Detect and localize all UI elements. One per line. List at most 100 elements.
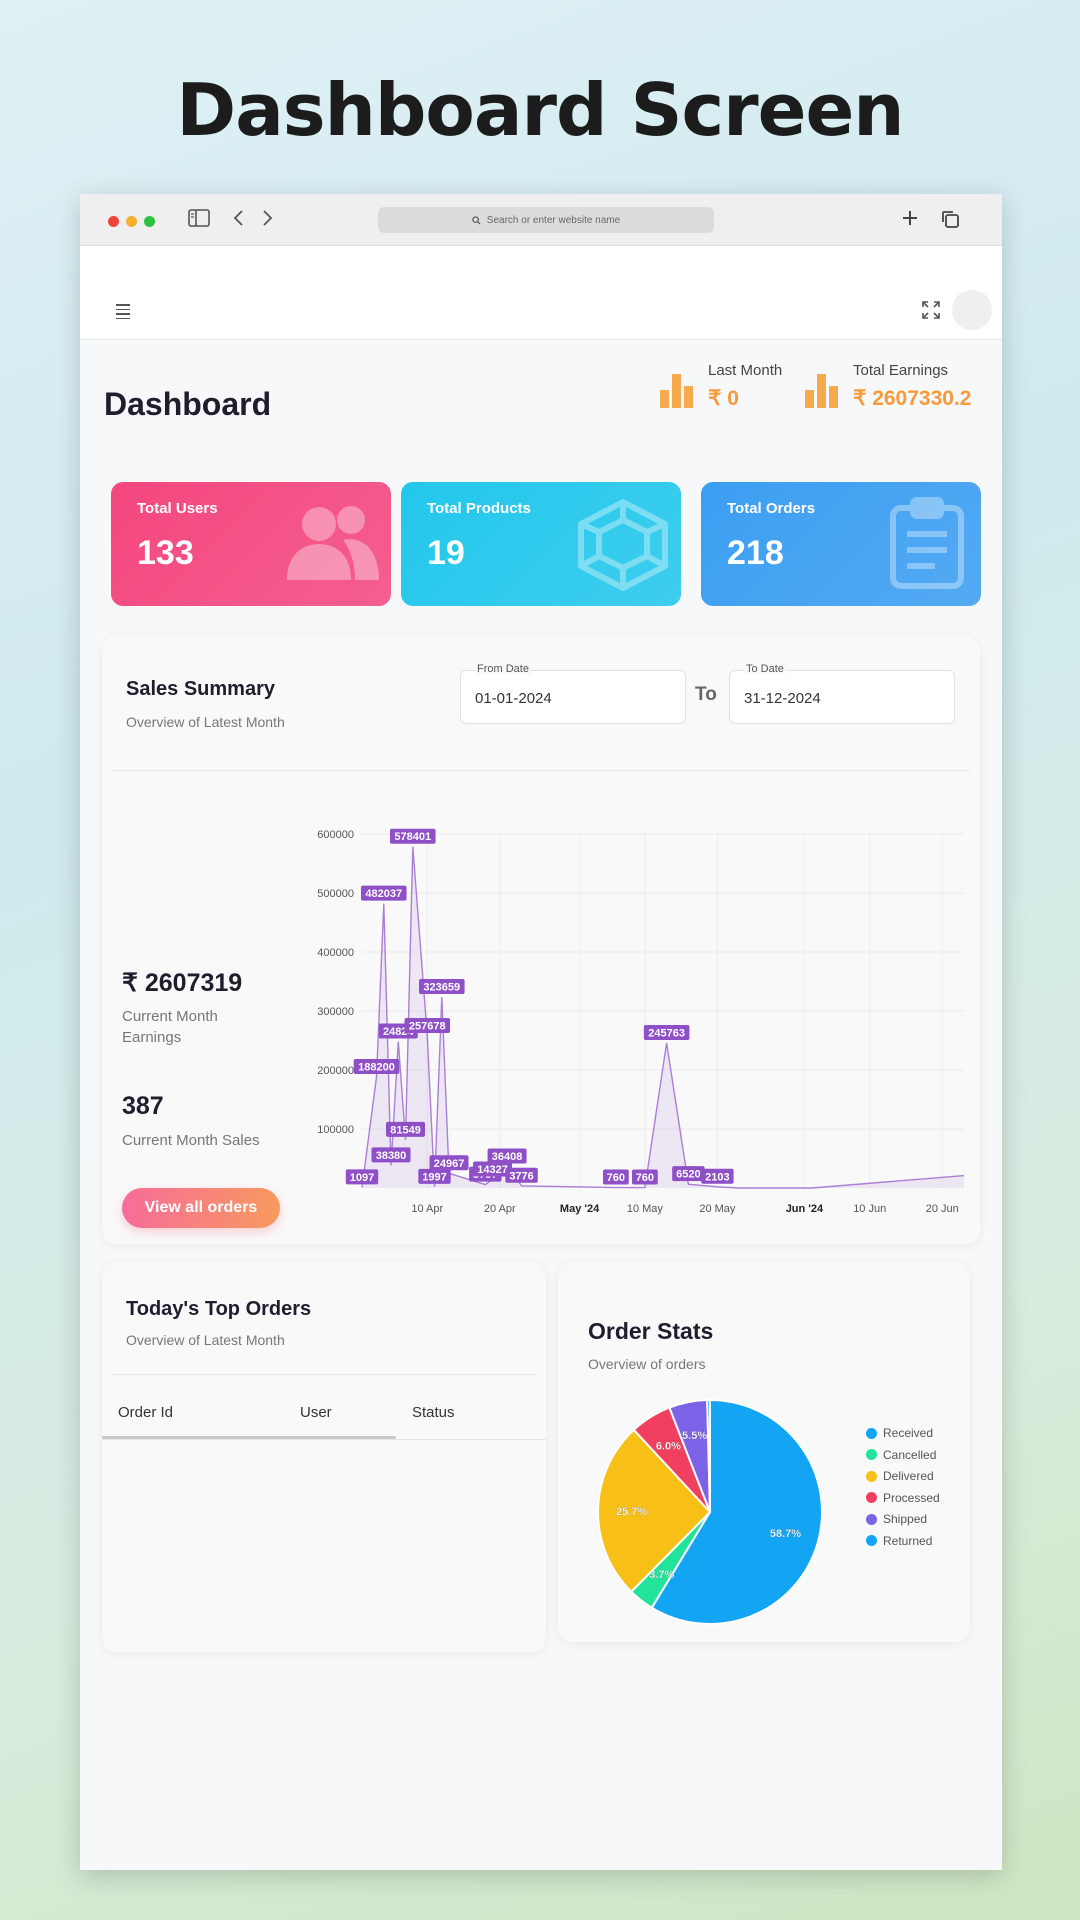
pie-slice-label: 6.0% — [656, 1441, 681, 1453]
bar-chart-icon — [660, 374, 694, 408]
browser-window: Search or enter website name Dashboard L… — [80, 194, 1002, 1870]
sales-summary-title: Sales Summary — [126, 678, 275, 700]
data-label-box — [631, 1169, 658, 1185]
pie-slice-label: 25.7% — [616, 1506, 647, 1518]
data-label-box — [389, 828, 436, 844]
data-label-box — [371, 1147, 411, 1163]
data-label: 257678 — [409, 1020, 446, 1032]
legend-swatch — [866, 1449, 877, 1460]
table-scrollbar[interactable] — [102, 1436, 396, 1439]
data-label: 245763 — [648, 1027, 685, 1039]
page-title: Dashboard — [104, 386, 272, 422]
series-area — [362, 846, 964, 1188]
hamburger-menu-icon[interactable] — [116, 304, 130, 322]
stat-card-value: 218 — [727, 534, 784, 572]
x-tick-label: 10 Apr — [411, 1203, 443, 1215]
legend-label: Processed — [883, 1490, 940, 1505]
tabs-overview-icon[interactable] — [940, 209, 960, 235]
pie-slice-returned[interactable] — [706, 1398, 711, 1513]
legend-item-shipped[interactable]: Shipped — [866, 1512, 927, 1526]
data-label: 6520 — [676, 1169, 700, 1181]
browser-toolbar: Search or enter website name — [80, 194, 1002, 246]
sales-summary-subtitle: Overview of Latest Month — [126, 714, 285, 730]
data-label-box — [418, 979, 465, 995]
pie-slice-label: 3.7% — [649, 1569, 674, 1581]
stat-card-title: Total Orders — [727, 500, 816, 517]
stat-card-title: Total Users — [137, 500, 218, 517]
from-date-field[interactable]: From Date 01-01-2024 — [460, 663, 686, 724]
app-header — [80, 246, 1002, 340]
stat-card-orders[interactable]: Total Orders 218 — [701, 482, 981, 606]
top-orders-subtitle: Overview of Latest Month — [126, 1332, 285, 1348]
view-all-orders-button[interactable]: View all orders — [122, 1188, 280, 1228]
fullscreen-icon[interactable] — [921, 300, 941, 326]
data-label: 1097 — [350, 1172, 374, 1184]
from-date-label: From Date — [475, 663, 531, 675]
legend-label: Shipped — [883, 1512, 928, 1526]
order-stats-title: Order Stats — [588, 1318, 714, 1344]
search-icon — [472, 215, 481, 225]
top-orders-title: Today's Top Orders — [126, 1298, 312, 1320]
data-label: 760 — [636, 1172, 654, 1184]
cube-icon — [573, 496, 673, 597]
y-tick-label: 400000 — [317, 947, 354, 959]
x-tick-label: Jun '24 — [786, 1203, 824, 1215]
y-tick-label: 600000 — [317, 829, 354, 841]
data-label: 482037 — [365, 888, 402, 900]
maximize-dot-icon[interactable] — [144, 216, 155, 227]
data-label-box — [701, 1168, 734, 1184]
sales-area-chart: 100000 200000 300000 400000 500000 600000 10 A… — [317, 828, 965, 1215]
current-month-sales-label: Current Month Sales — [122, 1132, 260, 1149]
data-label: 578401 — [394, 831, 431, 843]
avatar[interactable] — [952, 290, 992, 330]
stat-card-value: 19 — [427, 534, 465, 572]
x-tick-label: 10 May — [627, 1203, 664, 1215]
minimize-dot-icon[interactable] — [126, 216, 137, 227]
kpi-label: Last Month — [708, 362, 783, 379]
stat-card-users[interactable]: Total Users 133 — [111, 482, 391, 606]
order-stats-pie-chart: 58.7% 3.7% 25.7% 6.0%5.5% — [597, 1398, 823, 1625]
y-tick-label: 100000 — [317, 1124, 354, 1136]
y-tick-label: 500000 — [317, 888, 354, 900]
data-label: 38380 — [376, 1150, 407, 1162]
data-label-box — [345, 1169, 379, 1185]
data-label-box — [672, 1166, 705, 1182]
current-month-earnings-value: ₹ 2607319 — [122, 969, 243, 997]
legend-item-returned[interactable]: Returned — [866, 1534, 932, 1548]
forward-icon[interactable] — [262, 208, 274, 234]
data-label: 81549 — [390, 1124, 421, 1136]
new-tab-icon[interactable] — [900, 208, 920, 234]
column-header-status[interactable]: Status — [412, 1404, 455, 1421]
address-placeholder: Search or enter website name — [486, 214, 621, 226]
headline: Dashboard Screen — [176, 68, 904, 152]
data-label-box — [360, 885, 407, 901]
top-orders-panel: Today's Top Orders Overview of Latest Mo… — [102, 1262, 546, 1652]
to-date-value: 31-12-2024 — [744, 690, 821, 707]
pie-slice-delivered[interactable] — [597, 1428, 712, 1594]
legend-label: Returned — [883, 1533, 933, 1548]
legend-item-delivered[interactable]: Delivered — [866, 1469, 934, 1483]
kpi-label: Total Earnings — [853, 362, 949, 379]
legend-item-processed[interactable]: Processed — [866, 1491, 940, 1505]
column-header-order-id[interactable]: Order Id — [118, 1404, 174, 1421]
address-bar[interactable]: Search or enter website name — [378, 207, 714, 233]
data-label: 323659 — [423, 982, 460, 994]
divider — [112, 1374, 536, 1375]
legend-item-received[interactable]: Received — [866, 1426, 933, 1440]
pie-slice-received[interactable] — [650, 1398, 823, 1625]
back-icon[interactable] — [232, 208, 244, 234]
x-tick-label: 20 Apr — [484, 1203, 516, 1215]
legend-item-cancelled[interactable]: Cancelled — [866, 1448, 936, 1462]
sidebar-toggle-icon[interactable] — [188, 209, 210, 233]
data-label: 2103 — [705, 1171, 729, 1183]
order-stats-subtitle: Overview of orders — [588, 1356, 706, 1372]
y-tick-label: 200000 — [317, 1065, 354, 1077]
column-header-user[interactable]: User — [300, 1404, 332, 1421]
from-date-value: 01-01-2024 — [475, 690, 552, 707]
stat-card-products[interactable]: Total Products 19 — [401, 482, 681, 606]
legend-label: Delivered — [883, 1469, 934, 1483]
y-tick-label: 300000 — [317, 1006, 354, 1018]
close-dot-icon[interactable] — [108, 216, 119, 227]
data-label: 760 — [607, 1172, 625, 1184]
to-date-field[interactable]: To Date 31-12-2024 — [729, 663, 955, 724]
